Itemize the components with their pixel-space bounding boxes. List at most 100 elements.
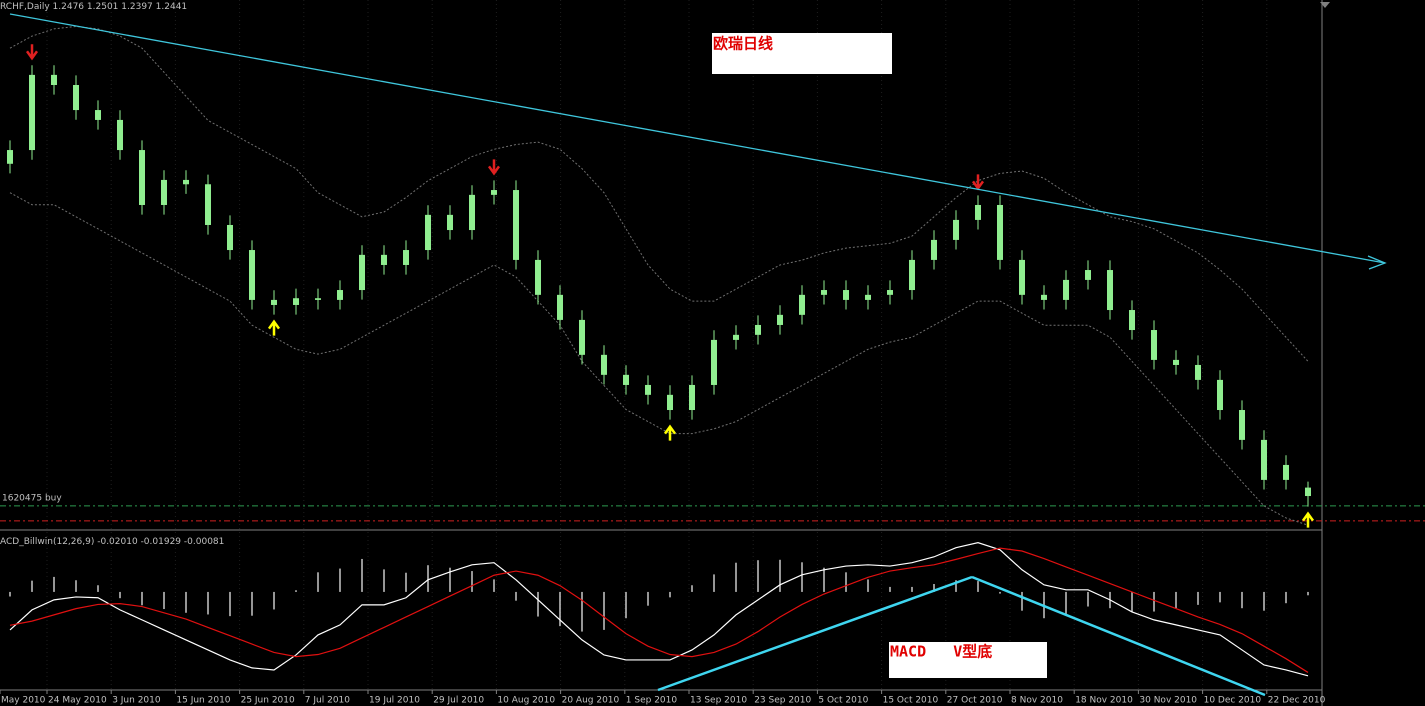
candle-body — [711, 339, 717, 385]
candle-body — [953, 219, 959, 240]
candle-body — [1107, 270, 1113, 311]
candle-body — [1041, 294, 1047, 300]
candle-body — [557, 294, 563, 320]
candle-body — [29, 74, 35, 151]
x-tick-label: 7 Jul 2010 — [305, 696, 350, 706]
macd-line — [9, 542, 1309, 677]
x-tick-label: 23 Sep 2010 — [754, 696, 811, 706]
candle-body — [579, 319, 585, 355]
candle-body — [51, 74, 57, 86]
sell-arrow — [971, 174, 985, 191]
high-value: 1.2501 — [87, 2, 119, 12]
x-tick-label: 10 Dec 2010 — [1204, 696, 1262, 706]
candle-body — [161, 179, 167, 205]
candle-body — [1063, 279, 1069, 300]
candle-body — [755, 324, 761, 335]
candle-body — [183, 179, 189, 185]
order-label: 1620475 buy — [2, 493, 62, 503]
macd-trend-line — [971, 575, 1266, 697]
candle-body — [1019, 259, 1025, 295]
buy-arrow — [267, 319, 281, 336]
x-tick-label: 13 Sep 2010 — [690, 696, 747, 706]
candle-body — [1305, 487, 1311, 497]
candle-body — [887, 290, 893, 295]
x-tick-label: 19 Jul 2010 — [369, 696, 420, 706]
candle-body — [425, 214, 431, 251]
candle-body — [513, 190, 519, 260]
candle-body — [1283, 464, 1289, 480]
indicator-header: ACD_Billwin(12,26,9) -0.02010 -0.01929 -… — [0, 537, 224, 547]
candle-body — [931, 239, 937, 260]
indicator-value: -0.00081 — [184, 537, 224, 547]
candle-body — [535, 259, 541, 295]
candle-body — [777, 314, 783, 325]
buy-arrow — [663, 424, 677, 441]
candle-body — [139, 150, 145, 205]
x-tick-label: 27 Oct 2010 — [947, 696, 1003, 706]
x-tick-label: 25 Jun 2010 — [241, 696, 295, 706]
close-value: 1.2441 — [156, 2, 188, 12]
open-value: 1.2476 — [53, 2, 85, 12]
macd-line — [9, 547, 1309, 673]
x-tick-label: 29 Jul 2010 — [433, 696, 484, 706]
candle-body — [1239, 410, 1245, 440]
candle-body — [381, 254, 387, 265]
grid — [46, 0, 1268, 690]
sell-arrow — [25, 44, 39, 61]
low-value: 1.2397 — [121, 2, 153, 12]
candle-body — [7, 150, 13, 164]
indicator-value: -0.01929 — [141, 537, 182, 547]
x-tick-label: 3 Jun 2010 — [112, 696, 161, 706]
candle-body — [843, 290, 849, 300]
x-tick-label: 15 Oct 2010 — [883, 696, 939, 706]
symbol: RCHF,Daily — [0, 2, 50, 12]
annotation-box — [889, 642, 1047, 678]
macd-trend-line — [657, 575, 973, 692]
trend-arrow — [1367, 255, 1387, 270]
candle-body — [667, 394, 673, 411]
candle-body — [733, 334, 739, 340]
candle-body — [865, 294, 871, 300]
candle-body — [689, 384, 695, 411]
candle-body — [645, 384, 651, 395]
candle-body — [491, 190, 497, 195]
candle-body — [315, 298, 321, 300]
candle-body — [799, 294, 805, 315]
candle-body — [271, 299, 277, 305]
x-tick-label: 24 May 2010 — [48, 696, 107, 706]
candle-body — [909, 259, 915, 291]
annotation: 欧瑞日线 — [713, 35, 773, 53]
candle-body — [469, 194, 475, 231]
trend-line — [9, 13, 1386, 264]
x-tick-label: 20 Aug 2010 — [562, 696, 620, 706]
x-tick-label: 30 Nov 2010 — [1139, 696, 1197, 706]
buy-arrow — [1301, 511, 1315, 528]
x-tick-label: 8 Nov 2010 — [1011, 696, 1063, 706]
candle-body — [1085, 270, 1091, 280]
candle-body — [997, 204, 1003, 260]
x-tick-label: May 2010 — [1, 696, 46, 706]
candle-body — [73, 85, 79, 111]
indicator-value: -0.02010 — [97, 537, 138, 547]
candle-body — [447, 214, 453, 231]
candle-body — [1151, 330, 1157, 360]
annotation: MACD V型底 — [890, 643, 992, 661]
candle-body — [623, 374, 629, 385]
x-tick-label: 22 Dec 2010 — [1268, 696, 1326, 706]
candle-body — [359, 254, 365, 291]
x-tick-label: 5 Oct 2010 — [818, 696, 868, 706]
x-tick-label: 1 Sep 2010 — [626, 696, 678, 706]
candle-body — [337, 290, 343, 300]
candle-body — [1173, 359, 1179, 365]
candle-body — [205, 184, 211, 225]
indicator-name: ACD_Billwin(12,26,9) — [0, 537, 94, 547]
candle-body — [1261, 439, 1267, 480]
x-tick-label: 10 Aug 2010 — [497, 696, 555, 706]
price-panel: 1620475 buy — [0, 25, 1425, 528]
candle-body — [1195, 364, 1201, 380]
candle-body — [601, 354, 607, 375]
candle-body — [95, 110, 101, 120]
macd-panel — [9, 542, 1309, 677]
